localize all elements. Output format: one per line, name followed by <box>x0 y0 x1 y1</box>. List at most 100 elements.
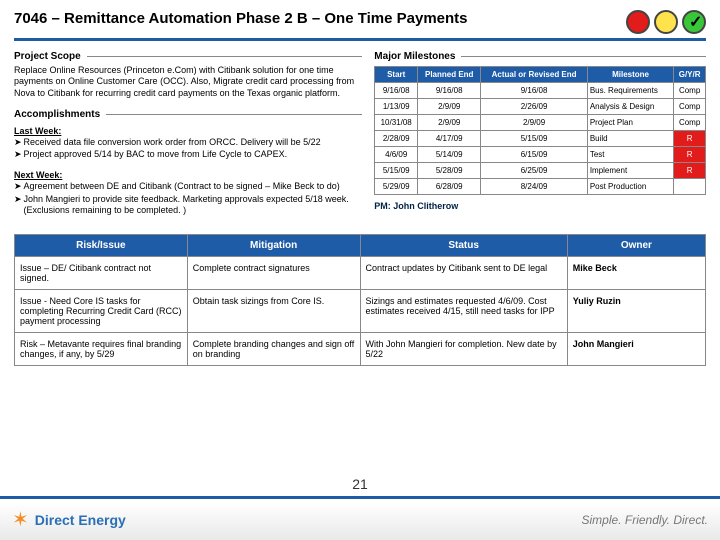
table-cell: 5/15/09 <box>375 163 418 179</box>
table-cell: 2/9/09 <box>481 115 587 131</box>
left-column: Project Scope Replace Online Resources (… <box>14 47 362 216</box>
table-header-cell: Milestone <box>587 67 673 83</box>
table-row: 5/29/096/28/098/24/09Post Production <box>375 179 706 195</box>
table-header-cell: Owner <box>567 235 705 257</box>
table-cell: 2/28/09 <box>375 131 418 147</box>
table-row: 9/16/089/16/089/16/08Bus. RequirementsCo… <box>375 83 706 99</box>
table-cell: Build <box>587 131 673 147</box>
last-week-heading: Last Week: <box>14 126 362 136</box>
next-week-bullets: ➤Agreement between DE and Citibank (Cont… <box>14 181 362 216</box>
page-number: 21 <box>0 476 720 492</box>
bullet-text: Received data file conversion work order… <box>24 137 321 148</box>
table-cell: 5/28/09 <box>418 163 481 179</box>
title-bar: 7046 – Remittance Automation Phase 2 B –… <box>14 10 706 41</box>
table-cell: Complete contract signatures <box>187 257 360 290</box>
table-cell: Mike Beck <box>567 257 705 290</box>
table-row: 10/31/082/9/092/9/09Project PlanComp <box>375 115 706 131</box>
footer: ✶ Direct Energy Simple. Friendly. Direct… <box>0 496 720 540</box>
table-cell: 6/25/09 <box>481 163 587 179</box>
table-row: 1/13/092/9/092/26/09Analysis & DesignCom… <box>375 99 706 115</box>
bullet-item: ➤Received data file conversion work orde… <box>14 137 362 148</box>
table-cell: 2/26/09 <box>481 99 587 115</box>
table-cell: 10/31/08 <box>375 115 418 131</box>
table-cell: Risk – Metavante requires final branding… <box>15 333 188 366</box>
table-cell: 5/15/09 <box>481 131 587 147</box>
page-title: 7046 – Remittance Automation Phase 2 B –… <box>14 10 626 27</box>
table-header-cell: G/Y/R <box>674 67 706 83</box>
last-week-bullets: ➤Received data file conversion work orde… <box>14 137 362 161</box>
table-header-cell: Status <box>360 235 567 257</box>
bullet-text: John Mangieri to provide site feedback. … <box>24 194 363 217</box>
table-cell: Complete branding changes and sign off o… <box>187 333 360 366</box>
slide: 7046 – Remittance Automation Phase 2 B –… <box>0 0 720 540</box>
footer-logo: ✶ Direct Energy <box>12 507 126 532</box>
table-cell: 9/16/08 <box>375 83 418 99</box>
table-header-row: Risk/IssueMitigationStatusOwner <box>15 235 706 257</box>
status-cell: Comp <box>674 83 706 99</box>
table-cell: Contract updates by Citibank sent to DE … <box>360 257 567 290</box>
table-header-cell: Start <box>375 67 418 83</box>
table-row: Issue – DE/ Citibank contract not signed… <box>15 257 706 290</box>
two-column-area: Project Scope Replace Online Resources (… <box>14 47 706 216</box>
status-cell <box>674 179 706 195</box>
status-cell: R <box>674 147 706 163</box>
table-row: 2/28/094/17/095/15/09BuildR <box>375 131 706 147</box>
pm-label: PM: John Clitherow <box>374 201 706 211</box>
section-project-scope: Project Scope <box>14 51 362 62</box>
table-row: Issue - Need Core IS tasks for completin… <box>15 290 706 333</box>
table-cell: 4/17/09 <box>418 131 481 147</box>
table-row: 4/6/095/14/096/15/09TestR <box>375 147 706 163</box>
table-cell: Project Plan <box>587 115 673 131</box>
section-label: Project Scope <box>14 51 81 62</box>
bullet-arrow-icon: ➤ <box>14 137 22 148</box>
section-label: Major Milestones <box>374 51 455 62</box>
status-cell: R <box>674 163 706 179</box>
bullet-item: ➤Project approved 5/14 by BAC to move fr… <box>14 149 362 160</box>
table-row: 5/15/095/28/096/25/09ImplementR <box>375 163 706 179</box>
section-accomplishments: Accomplishments <box>14 109 362 120</box>
table-cell: 6/28/09 <box>418 179 481 195</box>
table-cell: Sizings and estimates requested 4/6/09. … <box>360 290 567 333</box>
table-header-cell: Actual or Revised End <box>481 67 587 83</box>
table-row: Risk – Metavante requires final branding… <box>15 333 706 366</box>
table-header-cell: Risk/Issue <box>15 235 188 257</box>
table-cell: 9/16/08 <box>418 83 481 99</box>
right-column: Major Milestones StartPlanned EndActual … <box>374 47 706 216</box>
footer-brand: Direct Energy <box>35 512 126 528</box>
status-lights: ✓ <box>626 10 706 34</box>
next-week-heading: Next Week: <box>14 170 362 180</box>
table-cell: Obtain task sizings from Core IS. <box>187 290 360 333</box>
status-light <box>654 10 678 34</box>
table-header-row: StartPlanned EndActual or Revised EndMil… <box>375 67 706 83</box>
bullet-arrow-icon: ➤ <box>14 181 22 192</box>
bullet-text: Agreement between DE and Citibank (Contr… <box>24 181 340 192</box>
table-cell: 2/9/09 <box>418 99 481 115</box>
milestones-table: StartPlanned EndActual or Revised EndMil… <box>374 66 706 195</box>
table-cell: With John Mangieri for completion. New d… <box>360 333 567 366</box>
table-header-cell: Planned End <box>418 67 481 83</box>
table-cell: John Mangieri <box>567 333 705 366</box>
bullet-item: ➤Agreement between DE and Citibank (Cont… <box>14 181 362 192</box>
status-cell: Comp <box>674 99 706 115</box>
bullet-arrow-icon: ➤ <box>14 194 22 205</box>
table-cell: 6/15/09 <box>481 147 587 163</box>
divider-line <box>461 56 706 57</box>
table-cell: Analysis & Design <box>587 99 673 115</box>
table-cell: 2/9/09 <box>418 115 481 131</box>
table-cell: Issue – DE/ Citibank contract not signed… <box>15 257 188 290</box>
table-cell: Issue - Need Core IS tasks for completin… <box>15 290 188 333</box>
scope-text: Replace Online Resources (Princeton e.Co… <box>14 65 362 99</box>
table-cell: 5/14/09 <box>418 147 481 163</box>
divider-line <box>87 56 363 57</box>
star-icon: ✶ <box>12 507 29 532</box>
table-cell: 1/13/09 <box>375 99 418 115</box>
table-cell: 8/24/09 <box>481 179 587 195</box>
table-cell: Implement <box>587 163 673 179</box>
table-cell: 9/16/08 <box>481 83 587 99</box>
divider-line <box>106 114 362 115</box>
bullet-item: ➤John Mangieri to provide site feedback.… <box>14 194 362 217</box>
table-cell: Bus. Requirements <box>587 83 673 99</box>
table-header-cell: Mitigation <box>187 235 360 257</box>
section-label: Accomplishments <box>14 109 100 120</box>
table-cell: 5/29/09 <box>375 179 418 195</box>
